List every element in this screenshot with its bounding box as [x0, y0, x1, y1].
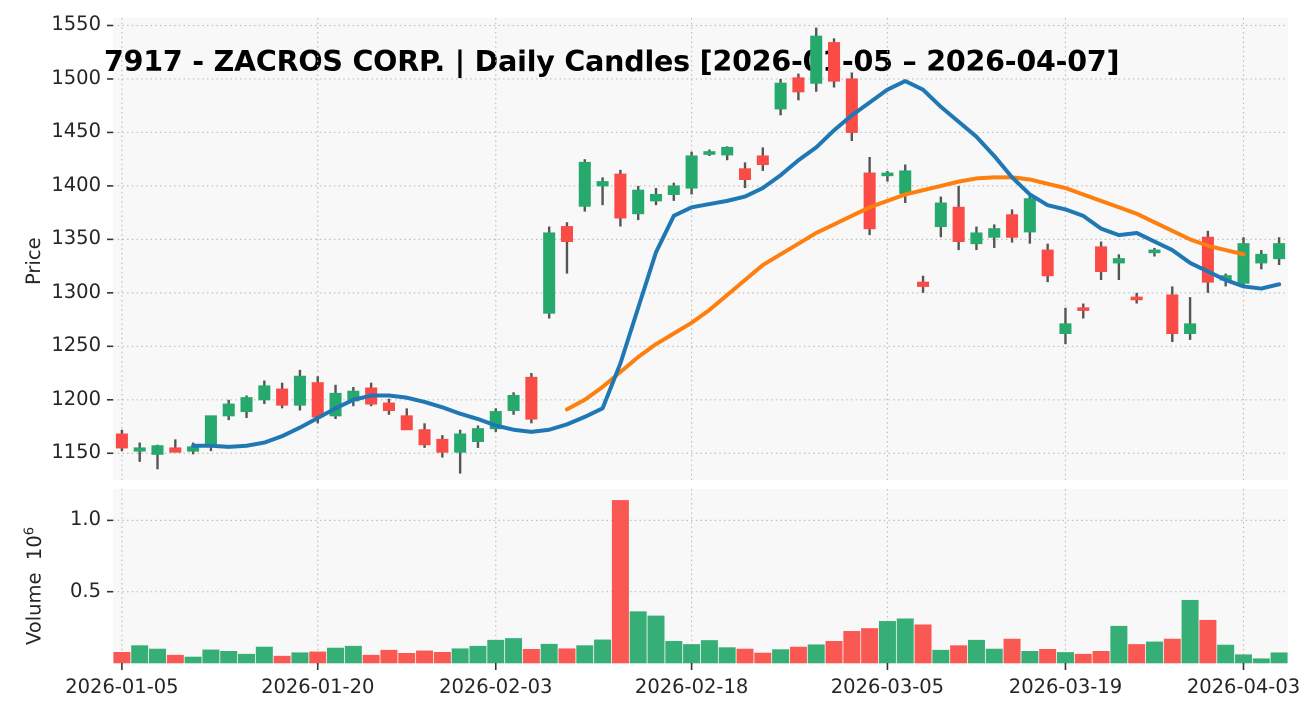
price-tick-label: 1250 [51, 333, 101, 357]
price-tick-label: 1300 [51, 279, 101, 303]
candlestick-layer [115, 27, 1286, 474]
volume-tick-label: 1.0 [69, 507, 101, 531]
price-tick-label: 1550 [51, 12, 101, 36]
page-title: 7917 - ZACROS CORP. | Daily Candles [202… [104, 45, 1120, 78]
date-tick-label: 2026-02-18 [634, 675, 749, 698]
date-tick-label: 2026-02-03 [439, 675, 553, 698]
price-tick-label: 1500 [51, 65, 101, 89]
axis-ticks-layer [107, 24, 1245, 670]
volume-tick-label: 0.5 [69, 578, 101, 602]
price-panel-background [113, 18, 1288, 480]
date-tick-label: 2026-03-19 [1008, 675, 1123, 698]
price-tick-label: 1150 [51, 440, 101, 464]
price-tick-label: 1200 [51, 386, 101, 410]
grid-layer [113, 18, 1288, 663]
price-tick-label: 1350 [51, 226, 101, 250]
date-tick-label: 2026-01-05 [65, 675, 179, 698]
moving-average-layer [191, 79, 1282, 449]
date-tick-label: 2026-01-20 [261, 675, 375, 698]
price-tick-label: 1450 [51, 119, 101, 143]
volume-bars-layer [113, 500, 1288, 664]
price-tick-label: 1400 [51, 172, 101, 196]
date-tick-label: 2026-04-03 [1186, 675, 1301, 698]
date-tick-label: 2026-03-05 [830, 675, 945, 698]
volume-panel-background [113, 489, 1288, 663]
